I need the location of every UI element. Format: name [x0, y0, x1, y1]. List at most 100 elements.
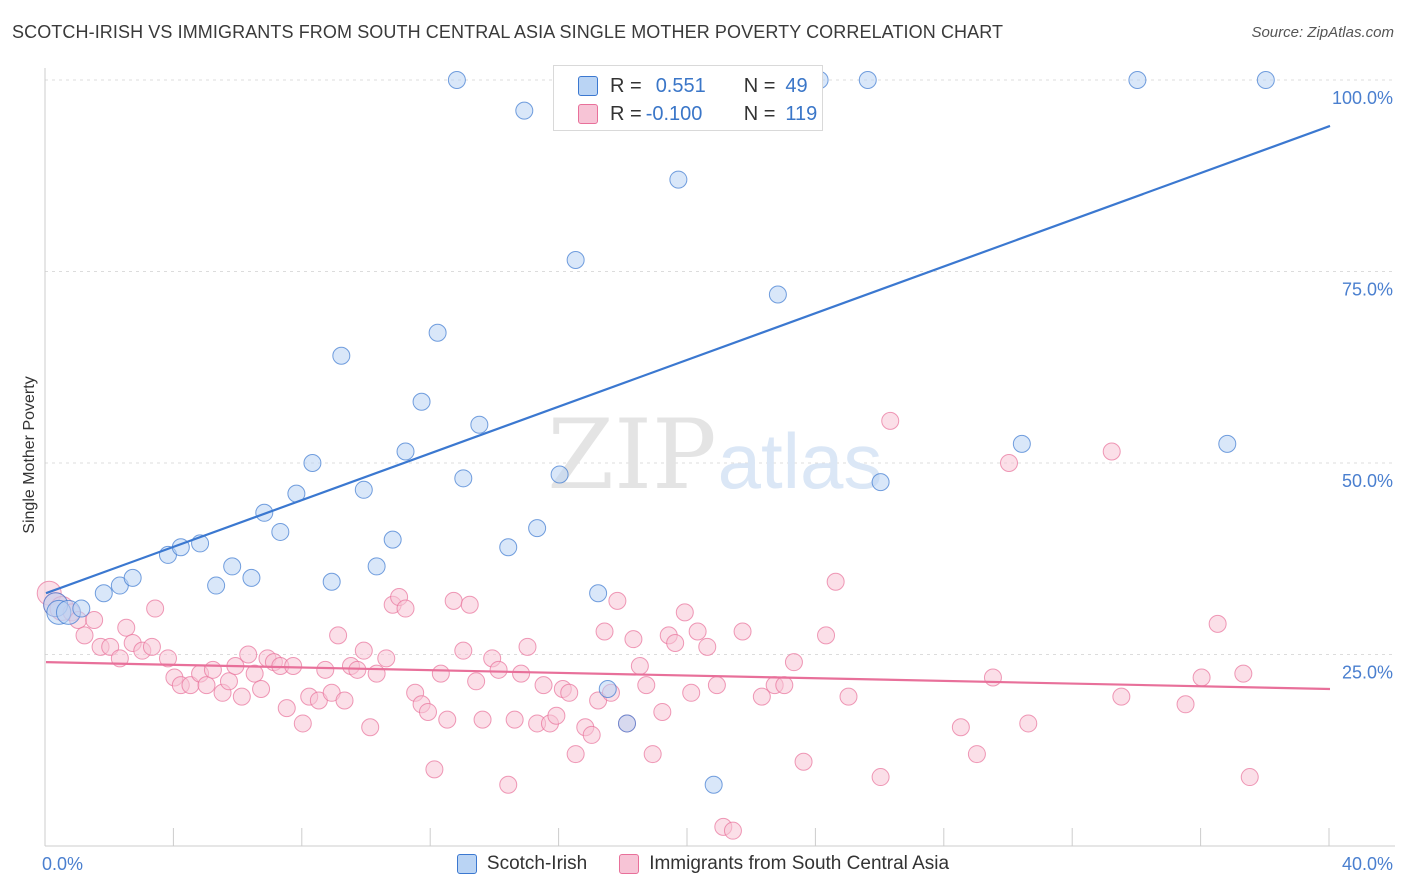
legend-label: Scotch-Irish	[486, 853, 588, 874]
immigrants-point	[85, 611, 104, 630]
legend-swatch-blue	[578, 76, 598, 96]
immigrants-point	[817, 626, 836, 645]
source-label: Source: ZipAtlas.com	[1251, 24, 1394, 41]
legend-n-value: 49	[785, 74, 808, 97]
legend-swatch-pink	[578, 104, 598, 124]
immigrants-point	[534, 676, 553, 695]
immigrants-point	[707, 676, 726, 695]
immigrants-point	[354, 641, 373, 660]
immigrants-point	[316, 660, 335, 679]
y-tick-label: 50.0%	[1342, 471, 1393, 491]
immigrants-point	[158, 649, 177, 668]
watermark-atlas: atlas	[718, 417, 883, 505]
immigrants-point	[219, 672, 238, 691]
scotch-irish-point	[94, 584, 113, 603]
scotch-irish-point	[1012, 434, 1031, 453]
scotch-irish-point	[123, 568, 142, 587]
scotch-irish-point	[704, 775, 723, 794]
scotch-irish-point	[589, 584, 608, 603]
immigrants-point	[983, 668, 1002, 687]
immigrants-point	[1234, 664, 1253, 683]
immigrants-point	[794, 752, 813, 771]
immigrants-point	[643, 745, 662, 764]
immigrants-point	[197, 676, 216, 695]
scotch-irish-point	[618, 714, 637, 733]
scotch-irish-point	[332, 346, 351, 365]
immigrants-point	[688, 622, 707, 641]
legend-r-label: R =	[610, 74, 642, 97]
trend-lines	[45, 124, 1331, 691]
immigrants-point	[1112, 687, 1131, 706]
scotch-irish-point	[271, 522, 290, 541]
immigrants-point	[367, 664, 386, 683]
scotch-irish-point	[223, 557, 242, 576]
y-tick-label: 25.0%	[1342, 663, 1393, 683]
scotch-irish-point	[367, 557, 386, 576]
x-tick-label: 40.0%	[1342, 854, 1393, 874]
immigrants-point	[438, 710, 457, 729]
y-axis-title: Single Mother Poverty	[21, 376, 38, 533]
immigrants-point	[752, 687, 771, 706]
tick-labels: 25.0% 50.0% 75.0% 100.0% 0.0% 40.0%	[42, 88, 1393, 874]
legend-item-immigrants: Immigrants from South Central Asia	[619, 853, 949, 875]
immigrants-point	[505, 710, 524, 729]
immigrants-point	[951, 718, 970, 737]
scotch-irish-point	[566, 251, 585, 270]
legend-r-value: 0.551	[655, 74, 706, 97]
immigrants-point	[967, 745, 986, 764]
legend-r-value: -0.100	[645, 102, 703, 125]
scotch-irish-point	[768, 285, 787, 304]
immigrants-point	[608, 591, 627, 610]
correlation-legend: R = 0.551 N = 49 R = -0.100 N = 119	[553, 65, 823, 131]
immigrants-point	[826, 572, 845, 591]
immigrants-point	[1019, 714, 1038, 733]
immigrants-point	[547, 706, 566, 725]
scotch-irish-point	[396, 442, 415, 461]
immigrants-point	[1102, 442, 1121, 461]
scotch-irish-point	[428, 323, 447, 342]
legend-n-value: 119	[785, 102, 818, 125]
immigrants-point	[624, 630, 643, 649]
legend-n-label: N =	[743, 102, 776, 125]
watermark: ZIP atlas	[547, 399, 882, 511]
legend-item-scotch-irish: Scotch-Irish	[456, 853, 588, 875]
immigrants-point	[284, 656, 303, 675]
immigrants-point	[1192, 668, 1211, 687]
legend-label: Immigrants from South Central Asia	[649, 853, 950, 874]
immigrants-point	[252, 679, 271, 698]
legend-row-scotch-irish: R = 0.551 N = 49	[578, 74, 808, 98]
immigrants-point	[245, 664, 264, 683]
immigrants-point	[871, 768, 890, 787]
immigrants-point	[675, 603, 694, 622]
scotch-irish-point	[499, 538, 518, 557]
immigrants-point	[444, 591, 463, 610]
scotch-irish-point	[871, 473, 890, 492]
immigrants-point	[489, 660, 508, 679]
legend-swatch-pink	[619, 854, 640, 874]
scotch-irish-point	[550, 465, 569, 484]
immigrants-point	[460, 595, 479, 614]
immigrants-point	[75, 626, 94, 645]
immigrants-point	[146, 599, 165, 618]
immigrants-point	[396, 599, 415, 618]
legend-r-label: R =	[610, 102, 642, 125]
axes	[44, 68, 1395, 847]
legend-swatch-blue	[456, 854, 477, 874]
immigrants-point	[425, 760, 444, 779]
scotch-irish-point	[1256, 71, 1275, 89]
immigrants-point	[361, 718, 380, 737]
immigrants-point	[566, 745, 585, 764]
immigrants-point	[733, 622, 752, 641]
immigrants-point	[117, 618, 136, 637]
scotch-irish-point	[207, 576, 226, 595]
immigrants-point	[560, 683, 579, 702]
scotch-irish-point	[322, 572, 341, 591]
scotch-irish-point	[470, 415, 489, 434]
series-legend: Scotch-Irish Immigrants from South Centr…	[0, 852, 1406, 876]
immigrants-point	[377, 649, 396, 668]
immigrants-point	[1240, 768, 1259, 787]
scotch-irish-point	[515, 101, 534, 120]
grid-lines	[45, 79, 1395, 655]
immigrants-point	[335, 691, 354, 710]
scotch-irish-point	[858, 71, 877, 89]
